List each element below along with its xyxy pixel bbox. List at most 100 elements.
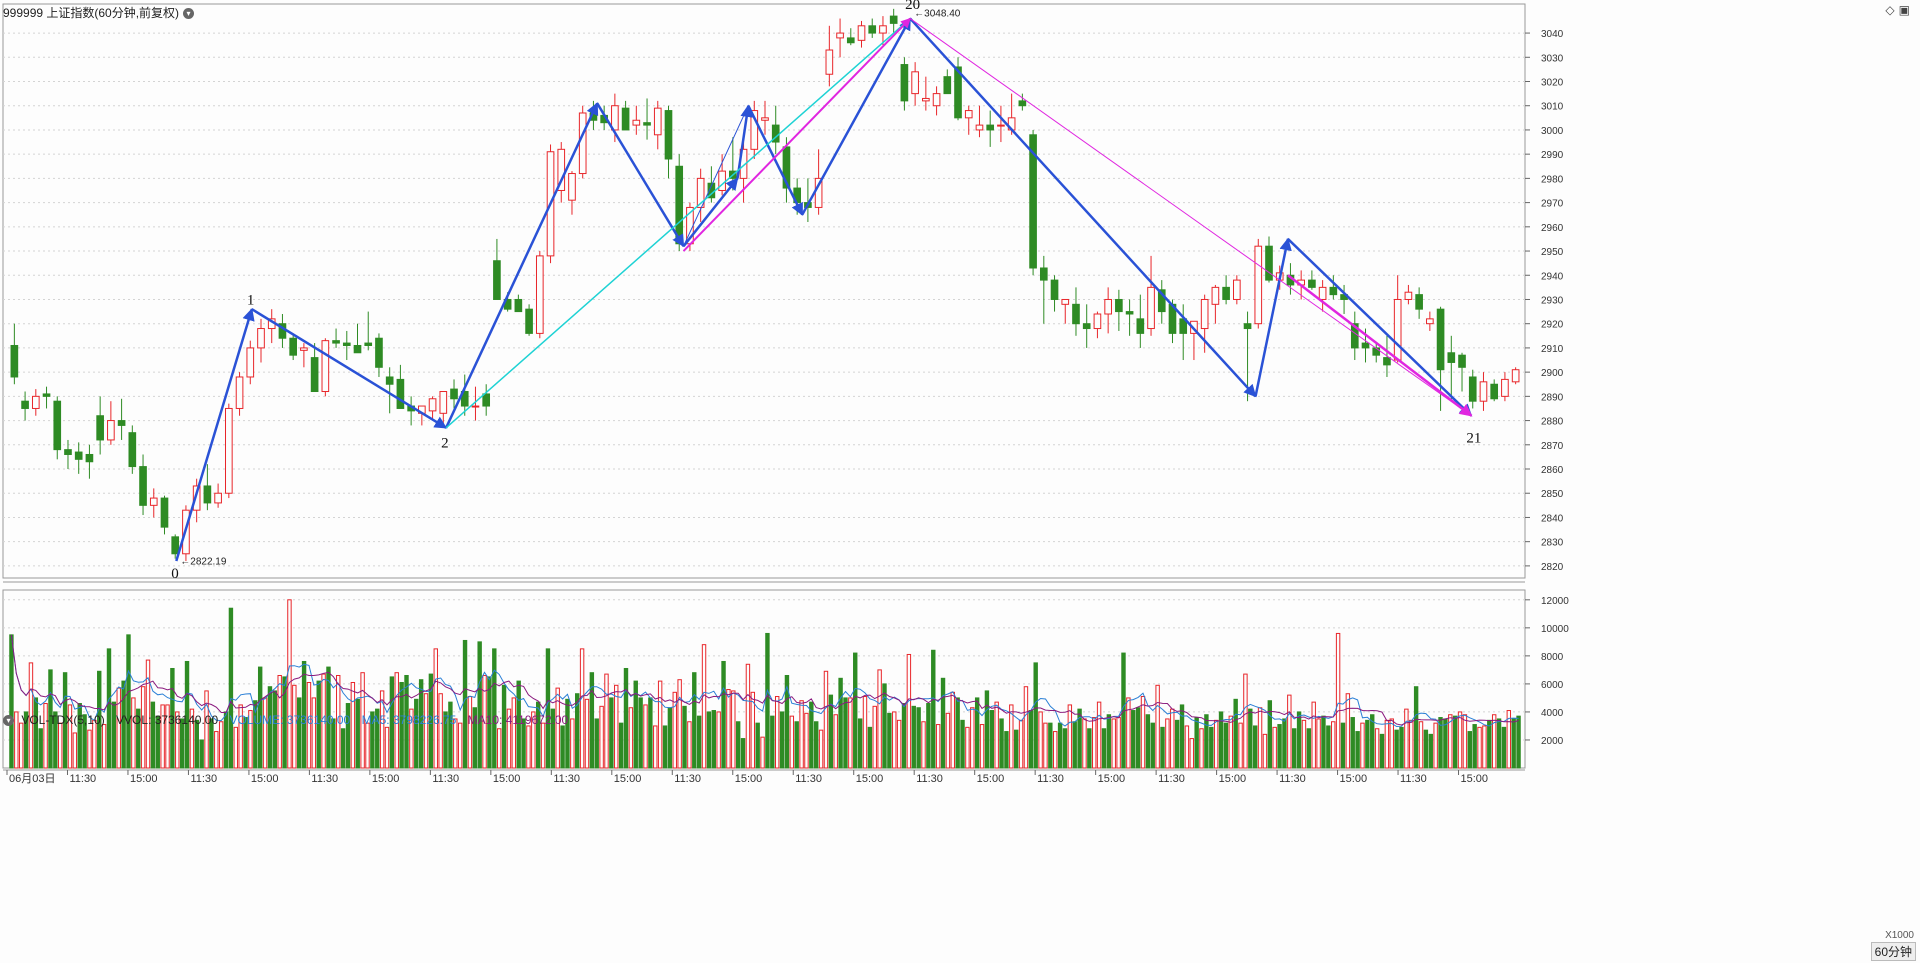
volume-bar bbox=[970, 707, 975, 769]
ma5-line bbox=[10, 634, 1519, 728]
candlestick bbox=[1222, 275, 1230, 305]
volume-bar bbox=[638, 697, 643, 769]
candle-body bbox=[1383, 357, 1391, 366]
candlestick bbox=[857, 20, 866, 48]
candle-body bbox=[192, 485, 201, 511]
candlestick bbox=[439, 391, 448, 426]
candle-body bbox=[846, 37, 855, 44]
volume-bar bbox=[531, 711, 536, 769]
volume-bar bbox=[72, 732, 78, 769]
volume-bar bbox=[448, 701, 453, 769]
wave-label: 1 bbox=[247, 292, 255, 308]
volume-bar bbox=[1384, 719, 1390, 769]
candle-body bbox=[107, 420, 115, 441]
candlestick bbox=[428, 396, 437, 421]
candlestick bbox=[621, 100, 630, 131]
candlestick bbox=[107, 401, 115, 445]
wave-segment bbox=[1287, 238, 1472, 417]
period-button[interactable]: 60分钟 bbox=[1870, 942, 1916, 961]
volume-bar bbox=[906, 653, 912, 769]
candle-body bbox=[932, 93, 941, 107]
candle-body bbox=[85, 453, 94, 463]
candlestick bbox=[482, 384, 491, 416]
time-tick-label: 15:00 bbox=[372, 773, 400, 785]
candle-body bbox=[225, 407, 233, 494]
volume-bar bbox=[1360, 722, 1365, 769]
volume-bar bbox=[1418, 721, 1424, 769]
volume-bar bbox=[1506, 710, 1512, 769]
candle-body bbox=[1501, 378, 1509, 397]
volume-bar bbox=[1423, 729, 1429, 769]
volume-bar bbox=[155, 715, 160, 769]
price-label: ←2822.19 bbox=[180, 557, 227, 568]
volume-bar bbox=[662, 725, 668, 769]
volume-bar bbox=[1092, 717, 1097, 769]
volume-bar bbox=[1399, 726, 1404, 769]
volume-bar bbox=[1482, 725, 1487, 769]
volume-bar bbox=[921, 721, 926, 769]
volume-bar bbox=[370, 711, 375, 769]
candle-body bbox=[761, 117, 769, 121]
volume-bar bbox=[1248, 708, 1253, 769]
candlestick bbox=[771, 105, 780, 155]
candlestick bbox=[868, 18, 877, 38]
volume-bar bbox=[443, 711, 448, 769]
volume-bar bbox=[1013, 729, 1019, 769]
candle-body bbox=[96, 415, 104, 441]
candle-body bbox=[310, 357, 319, 393]
price-tick-label: 3040 bbox=[1541, 29, 1564, 40]
volume-bar bbox=[1457, 711, 1463, 769]
time-tick-label: 11:30 bbox=[1279, 773, 1306, 785]
volume-bar bbox=[1409, 719, 1414, 769]
volume-bar bbox=[1370, 714, 1375, 769]
chevron-down-icon[interactable]: ▾ bbox=[183, 8, 195, 20]
time-tick-label: 15:00 bbox=[1340, 773, 1368, 785]
volume-bar bbox=[355, 698, 360, 769]
volume-bar bbox=[111, 701, 117, 769]
volume-bar bbox=[199, 739, 204, 769]
volume-bar bbox=[131, 697, 136, 769]
volume-bar bbox=[296, 697, 302, 769]
volume-bar bbox=[706, 711, 712, 769]
volume-bar bbox=[136, 708, 141, 769]
volume-bar bbox=[1043, 722, 1048, 769]
candlestick bbox=[321, 338, 330, 397]
vvol-value: VVOL: 3736140.00 bbox=[116, 713, 219, 727]
candle-body bbox=[1426, 318, 1434, 325]
volume-bar bbox=[1306, 728, 1312, 769]
wave-segment bbox=[683, 105, 749, 247]
candle-body bbox=[1254, 245, 1263, 325]
volume-bar bbox=[350, 682, 356, 769]
price-tick-label: 3030 bbox=[1541, 53, 1564, 64]
volume-bar bbox=[321, 673, 326, 769]
panel-icon[interactable]: ▣ bbox=[1898, 3, 1910, 17]
price-tick-label: 2930 bbox=[1541, 295, 1564, 306]
chevron-down-icon[interactable]: ▾ bbox=[3, 715, 14, 727]
candle-body bbox=[428, 398, 437, 412]
volume-bar bbox=[1316, 718, 1321, 769]
time-tick-label: 11:30 bbox=[1158, 773, 1185, 785]
candlestick bbox=[975, 105, 984, 138]
wave-segment bbox=[1287, 274, 1473, 417]
price-tick-label: 2920 bbox=[1541, 320, 1564, 331]
wave-segment bbox=[736, 104, 753, 179]
candle-body bbox=[1468, 376, 1477, 402]
volume-bar bbox=[726, 689, 731, 769]
wave-label: 20 bbox=[905, 0, 920, 13]
volume-bar bbox=[1389, 718, 1394, 769]
diamond-icon[interactable]: ◇ bbox=[1885, 3, 1895, 17]
candlestick bbox=[257, 318, 265, 363]
volume-bar bbox=[331, 718, 336, 769]
wave-segment bbox=[1254, 237, 1292, 397]
volume-bar bbox=[1067, 704, 1073, 769]
candle-body bbox=[289, 337, 297, 356]
volume-bar bbox=[643, 704, 648, 769]
candle-body bbox=[879, 25, 887, 34]
volume-bar bbox=[862, 696, 868, 769]
volume-bar bbox=[18, 722, 24, 769]
candle-body bbox=[986, 124, 995, 131]
candlestick bbox=[943, 69, 952, 95]
volume-bar bbox=[911, 705, 916, 769]
candlestick bbox=[310, 343, 319, 393]
